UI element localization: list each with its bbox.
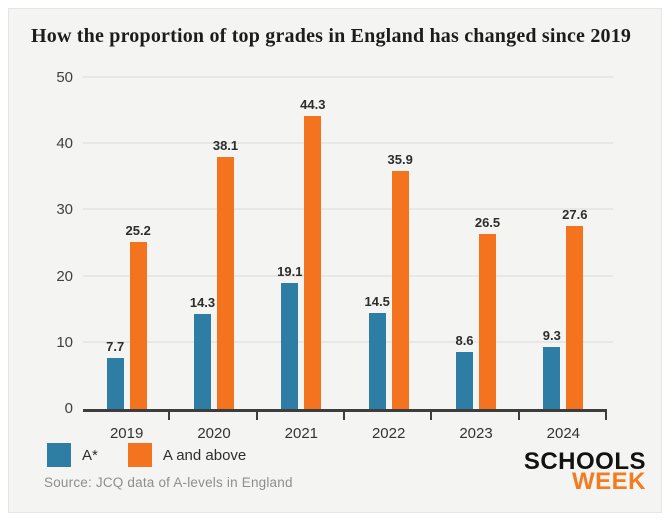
- chart-title: How the proportion of top grades in Engl…: [31, 25, 632, 47]
- legend-label-a-and-above: A and above: [162, 446, 247, 464]
- gridline-20: [83, 274, 613, 277]
- bar-2023-a-star: [456, 352, 473, 409]
- y-axis-tick-label: 50: [56, 69, 73, 86]
- bar-value-label: 14.3: [189, 295, 216, 311]
- y-axis-tick-label: 30: [56, 201, 73, 219]
- x-axis-tick: [517, 412, 520, 420]
- legend-item-a-and-above: A and above: [127, 443, 247, 467]
- legend-swatch-a-star: [47, 443, 71, 467]
- y-axis-tick-label: 0: [64, 400, 73, 417]
- bar-value-label: 14.5: [364, 294, 390, 310]
- bar-2021-a-and-above: [304, 115, 322, 409]
- bar-value-label: 8.6: [455, 333, 474, 349]
- logo-week-text: WEEK: [572, 468, 646, 496]
- gridline-50: [83, 76, 613, 78]
- bar-value-label: 27.6: [562, 207, 588, 223]
- bar-2019-a-star: [106, 358, 124, 409]
- logo-schools-text: SCHOOLS: [523, 448, 646, 475]
- gridline-30: [83, 208, 613, 211]
- bar-2020-a-and-above: [217, 156, 234, 409]
- bar-value-label: 19.1: [277, 263, 303, 279]
- x-axis-label: 2022: [371, 425, 406, 442]
- bar-value-label: 35.9: [387, 152, 413, 168]
- bar-value-label: 26.5: [474, 214, 501, 230]
- chart-card: How the proportion of top grades in Engl…: [8, 8, 662, 513]
- bar-2022-a-and-above: [391, 171, 409, 409]
- bar-2020-a-star: [194, 314, 211, 409]
- x-axis-label: 2021: [284, 425, 319, 442]
- y-axis-tick-label: 10: [56, 333, 73, 351]
- gridline-10: [83, 340, 613, 343]
- bar-value-label: 25.2: [125, 223, 151, 239]
- bar-2021-a-star: [281, 282, 299, 409]
- gridline-40: [83, 142, 613, 145]
- bar-2024-a-and-above: [566, 226, 584, 409]
- x-axis-tick: [430, 412, 433, 420]
- bar-value-label: 7.7: [106, 339, 125, 355]
- x-axis-label: 2020: [197, 425, 231, 442]
- bar-value-label: 9.3: [542, 328, 561, 344]
- bar-value-label: 44.3: [300, 96, 326, 112]
- x-axis-label: 2024: [546, 425, 581, 442]
- bar-2023-a-and-above: [479, 233, 496, 409]
- bar-2024-a-star: [543, 347, 561, 409]
- x-axis-label: 2023: [459, 425, 493, 442]
- x-axis-tick: [605, 412, 607, 420]
- bar-2019-a-and-above: [129, 242, 147, 409]
- x-axis-tick: [168, 412, 171, 420]
- legend-swatch-a-and-above: [127, 443, 152, 467]
- plot-area: 0 10 20 30 40 50 7.7 25.2 2019 14.3 38.1 2020 19.1 44…: [56, 69, 613, 442]
- x-axis-tick: [343, 412, 345, 420]
- x-axis-line: [83, 409, 607, 412]
- legend: A* A and above: [47, 443, 246, 467]
- bar-2022-a-star: [368, 313, 386, 409]
- bar-value-label: 38.1: [212, 137, 239, 153]
- x-axis-tick: [255, 412, 258, 420]
- y-axis-tick-label: 20: [56, 267, 73, 285]
- schoolsweek-logo: SCHOOLS WEEK: [523, 448, 646, 496]
- source-text: Source: JCQ data of A-levels in England: [44, 475, 293, 490]
- legend-item-a-star: A*: [47, 443, 98, 467]
- x-axis-label: 2019: [109, 425, 144, 442]
- legend-label-a-star: A*: [82, 446, 98, 464]
- y-axis-tick-label: 40: [56, 135, 73, 153]
